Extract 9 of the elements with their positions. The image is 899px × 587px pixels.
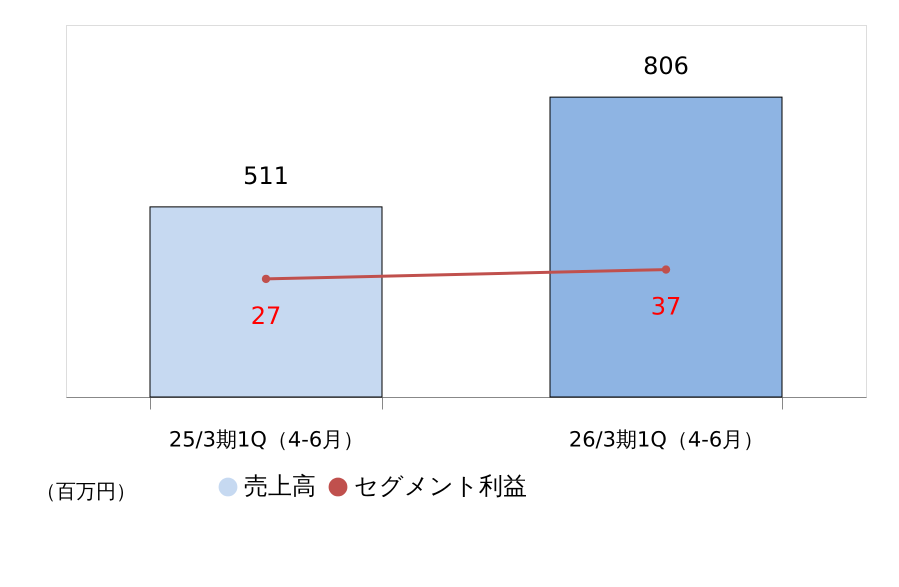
data-label: 27 — [250, 302, 282, 330]
legend-label: 売上高 — [244, 472, 316, 500]
x-tick-label: 25/3期1Q（4-6月） — [168, 428, 364, 452]
data-label: 37 — [650, 292, 682, 321]
text: （百万円） — [36, 479, 136, 503]
data-label: 806 — [643, 52, 689, 80]
legend-label: セグメント利益 — [354, 472, 527, 500]
x-tick-label: 26/3期1Q（4-6月） — [568, 428, 764, 452]
data-label: 511 — [243, 162, 289, 190]
